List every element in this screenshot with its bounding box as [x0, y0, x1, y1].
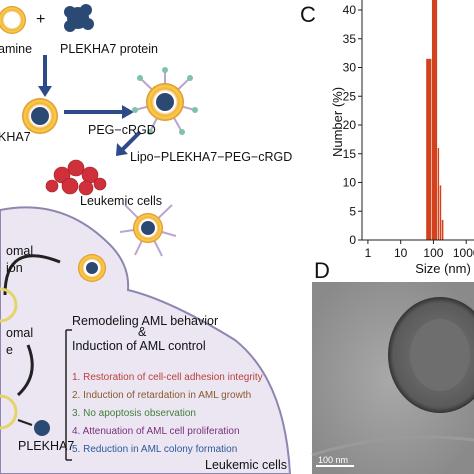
- vesicle: [0, 287, 18, 323]
- protein: [34, 420, 50, 436]
- bar: [426, 58, 432, 240]
- y-tick-label: 40: [343, 3, 357, 17]
- label: omal: [6, 326, 33, 340]
- arrow: [16, 344, 34, 397]
- ligand: [132, 67, 198, 135]
- scale-bar-label: 100 nm: [318, 455, 348, 465]
- outcome-item: 2. Induction of retardation in AML growt…: [72, 390, 251, 401]
- bar: [439, 185, 442, 240]
- label: PEG−cRGD: [88, 123, 156, 137]
- film-edge: [311, 435, 474, 457]
- outcome-item: 3. No apoptosis observation: [72, 408, 196, 419]
- arrow-head: [116, 143, 128, 156]
- cell-membrane: [0, 206, 292, 474]
- outcome-item: 4. Attenuation of AML cell proliferation: [72, 426, 240, 437]
- arrow: [17, 419, 33, 426]
- outcome-item: 5. Reduction in AML colony formation: [72, 444, 237, 455]
- panel-label: D: [314, 258, 330, 283]
- heading: &: [138, 325, 147, 339]
- label: Leukemic cells: [80, 194, 162, 208]
- y-tick-label: 35: [343, 32, 357, 46]
- label: ion: [6, 261, 23, 275]
- bar: [437, 148, 440, 240]
- protein: [31, 107, 49, 125]
- label: e: [6, 343, 13, 357]
- label: Leukemic cells: [205, 458, 287, 472]
- leukemic-cluster: [45, 159, 107, 196]
- arrow-head: [122, 105, 134, 119]
- y-tick-label: 25: [343, 89, 357, 103]
- label: KHA7: [0, 130, 31, 144]
- protein: [141, 221, 155, 235]
- bar: [431, 0, 438, 240]
- core: [410, 319, 470, 391]
- x-tick-label: 100: [423, 246, 443, 260]
- arrow-head: [38, 86, 52, 97]
- label: +: [36, 11, 45, 28]
- x-tick-label: 1000: [453, 246, 474, 260]
- bar: [441, 219, 444, 240]
- arrow: [120, 130, 142, 152]
- label: PLEKHA7 protein: [60, 42, 158, 56]
- outcome-list: 1. Restoration of cell-cell adhesion int…: [72, 372, 263, 455]
- diagram: amine + PLEKHA7 protein KHA7 PEG−cRGD Li…: [0, 4, 292, 474]
- label: PLEKHA7: [18, 439, 74, 453]
- y-tick-label: 15: [343, 147, 357, 161]
- liposome: [0, 6, 26, 34]
- x-tick-label: 1: [365, 246, 372, 260]
- y-tick-label: 30: [343, 61, 357, 75]
- x-tick-label: 10: [394, 246, 408, 260]
- label: amine: [0, 42, 32, 56]
- label: omal: [6, 244, 33, 258]
- arrow: [3, 254, 61, 296]
- y-tick-label: 5: [349, 204, 356, 218]
- y-tick-label: 20: [343, 118, 357, 132]
- protein: [156, 93, 174, 111]
- outcome-item: 1. Restoration of cell-cell adhesion int…: [72, 372, 263, 383]
- histogram-panel: C Number (%) Size (nm) 0 5 10 15 20 25 30 35 40 1 10 1…: [300, 0, 474, 276]
- y-tick-label: 10: [343, 176, 357, 190]
- vesicle: [0, 394, 18, 430]
- x-axis-title: Size (nm): [415, 261, 471, 276]
- panel-label: C: [300, 2, 316, 27]
- bracket: [65, 329, 72, 461]
- y-axis-title: Number (%): [330, 87, 345, 157]
- label: Lipo−PLEKHA7−PEG−cRGD: [130, 150, 292, 164]
- tem-panel: 100 nm D: [311, 258, 474, 474]
- protein: [86, 262, 98, 274]
- y-tick-label: 0: [349, 233, 356, 247]
- heading: Remodeling AML behavior: [72, 314, 218, 328]
- heading: Induction of AML control: [72, 339, 206, 353]
- protein: [64, 4, 94, 32]
